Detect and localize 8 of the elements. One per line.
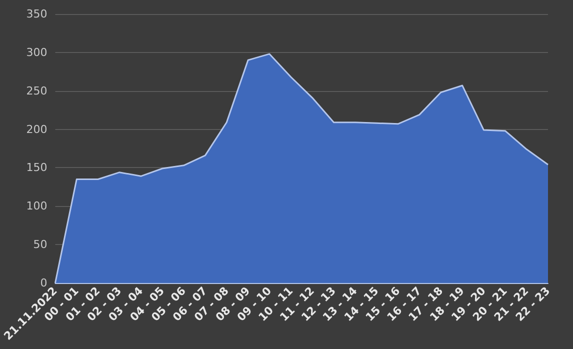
y-tick-label: 200 bbox=[26, 122, 48, 136]
y-tick-label: 50 bbox=[33, 238, 48, 252]
y-tick-label: 150 bbox=[26, 161, 48, 174]
y-tick-label: 250 bbox=[26, 84, 48, 98]
y-tick-label: 100 bbox=[26, 200, 48, 213]
y-tick-label: 300 bbox=[26, 46, 48, 59]
y-tick-label: 0 bbox=[40, 276, 48, 290]
y-tick-label: 350 bbox=[26, 8, 48, 20]
